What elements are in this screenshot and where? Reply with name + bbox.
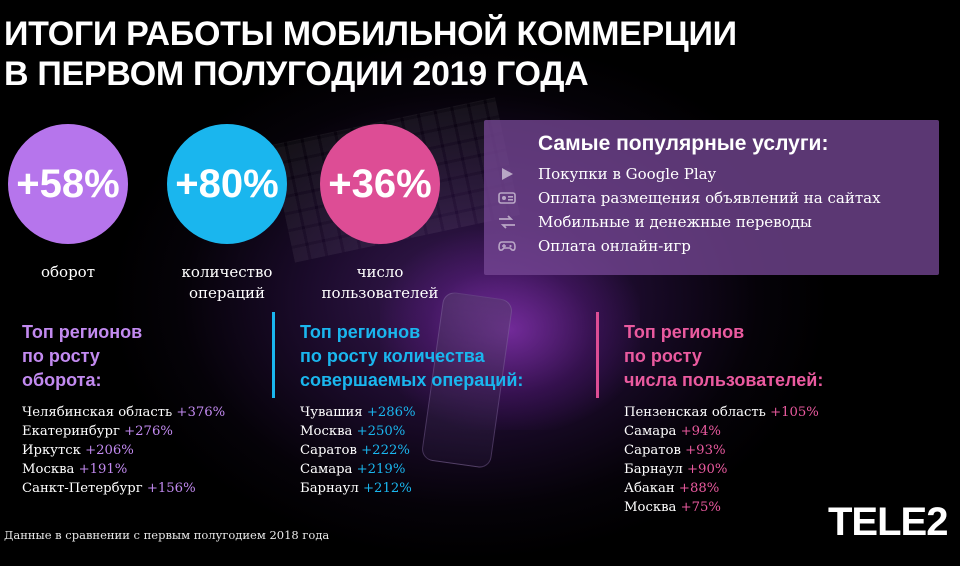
region-value: +156% <box>146 481 196 496</box>
region-name: Саратов <box>624 443 681 458</box>
operations-label-line: количество <box>181 263 273 281</box>
list-item: Барнаул +90% <box>624 460 819 479</box>
region-title-operations: Топ регионов по росту количества соверша… <box>300 320 523 392</box>
list-item: Москва +250% <box>300 422 416 441</box>
region-value: +93% <box>685 443 726 458</box>
list-item: Москва +75% <box>624 498 819 517</box>
list-item: Абакан +88% <box>624 479 819 498</box>
region-name: Екатеринбург <box>22 424 120 439</box>
service-text: Мобильные и денежные переводы <box>538 213 812 231</box>
region-title-users: Топ регионов по росту числа пользователе… <box>624 320 823 392</box>
region-value: +90% <box>687 462 728 477</box>
users-label: число пользователей <box>300 262 460 304</box>
region-name: Москва <box>300 424 353 439</box>
list-item: Иркутск +206% <box>22 441 225 460</box>
list-item: Самара +219% <box>300 460 416 479</box>
region-title-line: совершаемых операций: <box>300 370 524 390</box>
region-value: +219% <box>356 462 406 477</box>
region-name: Самара <box>300 462 353 477</box>
operations-circle: +80% <box>167 124 287 244</box>
region-name: Челябинская область <box>22 405 173 420</box>
operations-label-line: операций <box>188 284 266 302</box>
title-line-2: В ПЕРВОМ ПОЛУГОДИИ 2019 ГОДА <box>4 55 589 93</box>
section-divider-blue <box>272 312 275 398</box>
service-text: Оплата онлайн-игр <box>538 237 691 255</box>
region-value: +286% <box>366 405 416 420</box>
list-item: Санкт-Петербург +156% <box>22 479 225 498</box>
list-item: Барнаул +212% <box>300 479 416 498</box>
tele2-logo: TELE2 <box>828 500 948 544</box>
play-icon <box>502 168 513 180</box>
list-item: Чувашия +286% <box>300 403 416 422</box>
transfer-arrows-icon <box>499 215 515 229</box>
service-text: Оплата размещения объявлений на сайтах <box>538 189 881 207</box>
list-item: Москва +191% <box>22 460 225 479</box>
region-list-operations: Чувашия +286% Москва +250% Саратов +222%… <box>300 403 416 498</box>
operations-label: количество операций <box>157 262 297 304</box>
list-item: Самара +94% <box>624 422 819 441</box>
users-label-line: число <box>356 263 404 281</box>
region-name: Санкт-Петербург <box>22 481 143 496</box>
region-value: +105% <box>770 405 819 420</box>
region-name: Барнаул <box>624 462 683 477</box>
region-value: +222% <box>361 443 410 458</box>
region-value: +212% <box>363 481 412 496</box>
region-name: Барнаул <box>300 481 359 496</box>
region-name: Иркутск <box>22 443 81 458</box>
region-title-line: по росту <box>22 346 100 366</box>
turnover-label: оборот <box>40 263 96 281</box>
ad-icon <box>498 192 516 204</box>
region-title-line: Топ регионов <box>624 322 745 342</box>
region-name: Чувашия <box>300 405 363 420</box>
service-item: Мобильные и денежные переводы <box>499 210 939 234</box>
users-circle: +36% <box>320 124 440 244</box>
section-divider-pink <box>596 312 599 398</box>
service-item: Оплата размещения объявлений на сайтах <box>498 186 939 210</box>
list-item: Саратов +93% <box>624 441 819 460</box>
service-item: Покупки в Google Play <box>502 162 939 186</box>
region-title-line: по росту <box>624 346 702 366</box>
list-item: Саратов +222% <box>300 441 416 460</box>
popular-services-box: Самые популярные услуги: Покупки в Googl… <box>484 120 939 275</box>
region-name: Самара <box>624 424 677 439</box>
region-title-line: Топ регионов <box>22 322 143 342</box>
region-value: +250% <box>356 424 406 439</box>
gamepad-icon <box>498 241 516 251</box>
region-value: +376% <box>176 405 226 420</box>
list-item: Пензенская область +105% <box>624 403 819 422</box>
region-value: +206% <box>85 443 134 458</box>
turnover-circle: +58% <box>8 124 128 244</box>
footnote: Данные в сравнении с первым полугодием 2… <box>4 528 330 542</box>
region-title-line: числа пользователей: <box>624 370 824 390</box>
region-value: +276% <box>124 424 173 439</box>
list-item: Екатеринбург +276% <box>22 422 225 441</box>
service-item: Оплата онлайн-игр <box>498 234 939 258</box>
region-title-turnover: Топ регионов по росту оборота: <box>22 320 142 392</box>
list-item: Челябинская область +376% <box>22 403 225 422</box>
region-title-line: Топ регионов <box>300 322 421 342</box>
region-name: Абакан <box>624 481 675 496</box>
title-line-1: ИТОГИ РАБОТЫ МОБИЛЬНОЙ КОММЕРЦИИ <box>4 15 737 53</box>
region-list-turnover: Челябинская область +376% Екатеринбург +… <box>22 403 225 498</box>
popular-services-title: Самые популярные услуги: <box>538 132 829 155</box>
page-title: ИТОГИ РАБОТЫ МОБИЛЬНОЙ КОММЕРЦИИ В ПЕРВО… <box>4 14 737 94</box>
region-value: +191% <box>78 462 128 477</box>
region-name: Пензенская область <box>624 405 766 420</box>
region-list-users: Пензенская область +105% Самара +94% Сар… <box>624 403 819 517</box>
region-name: Саратов <box>300 443 357 458</box>
region-value: +94% <box>680 424 721 439</box>
region-value: +75% <box>680 500 721 515</box>
service-text: Покупки в Google Play <box>538 165 717 183</box>
region-name: Москва <box>624 500 677 515</box>
region-name: Москва <box>22 462 75 477</box>
region-title-line: оборота: <box>22 370 102 390</box>
region-title-line: по росту количества <box>300 346 485 366</box>
region-value: +88% <box>678 481 720 496</box>
users-label-line: пользователей <box>321 284 439 302</box>
